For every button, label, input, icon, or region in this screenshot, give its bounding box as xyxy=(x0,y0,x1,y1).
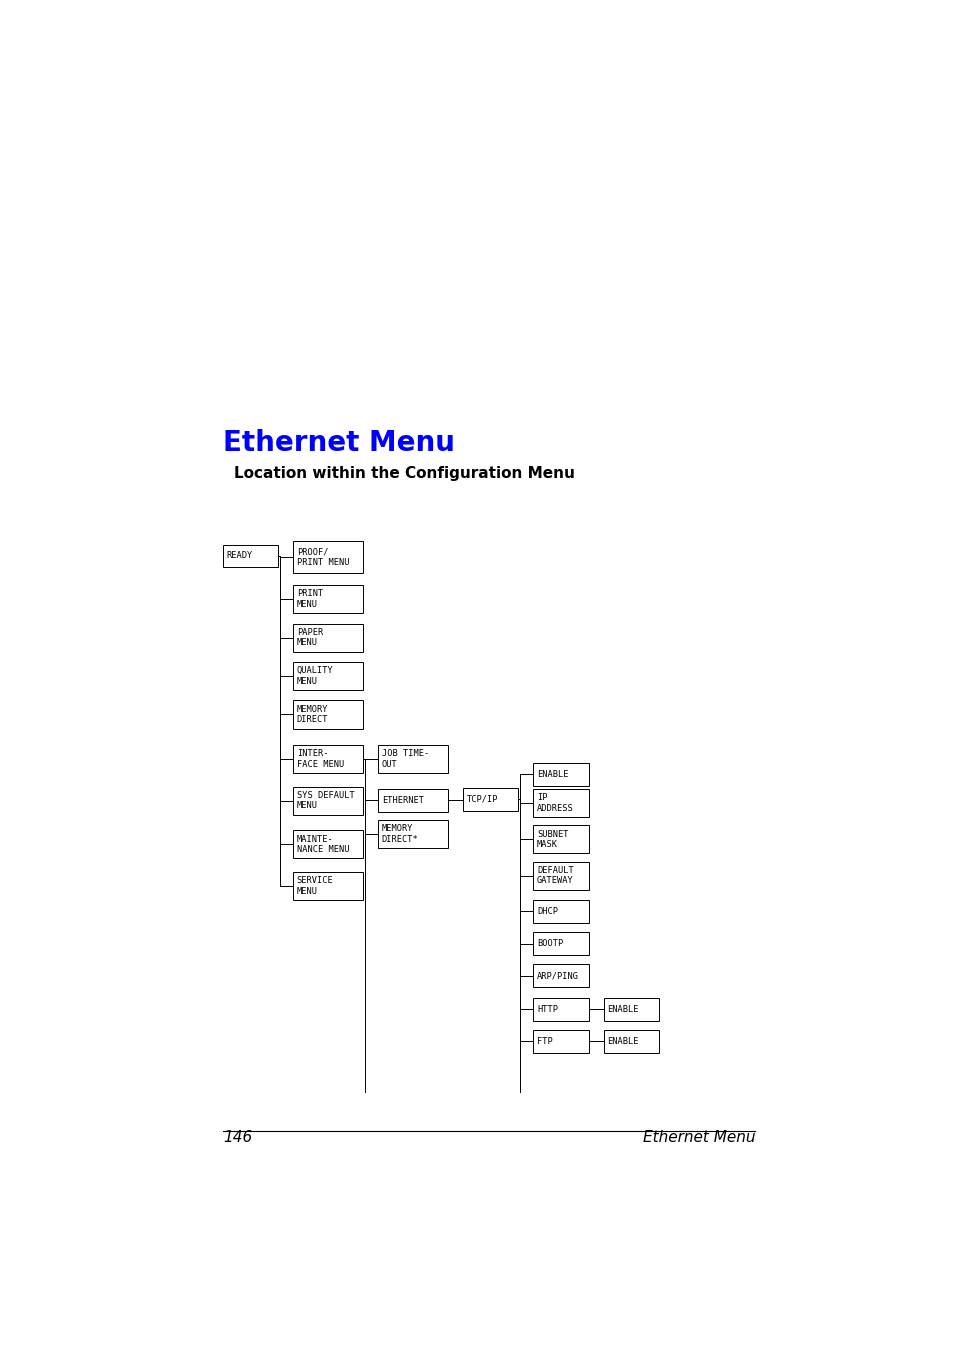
FancyBboxPatch shape xyxy=(533,788,588,817)
FancyBboxPatch shape xyxy=(222,544,278,567)
Text: ETHERNET: ETHERNET xyxy=(381,795,423,805)
FancyBboxPatch shape xyxy=(293,830,363,859)
Text: Ethernet Menu: Ethernet Menu xyxy=(222,429,455,456)
Text: ENABLE: ENABLE xyxy=(606,1004,639,1014)
Text: INTER-
FACE MENU: INTER- FACE MENU xyxy=(296,749,344,770)
Text: DEFAULT
GATEWAY: DEFAULT GATEWAY xyxy=(537,865,573,886)
FancyBboxPatch shape xyxy=(533,1030,588,1053)
Text: MEMORY
DIRECT: MEMORY DIRECT xyxy=(296,705,328,724)
Text: BOOTP: BOOTP xyxy=(537,940,562,948)
FancyBboxPatch shape xyxy=(603,998,659,1021)
FancyBboxPatch shape xyxy=(603,1030,659,1053)
Text: PRINT
MENU: PRINT MENU xyxy=(296,590,323,609)
FancyBboxPatch shape xyxy=(377,788,448,811)
Text: ARP/PING: ARP/PING xyxy=(537,972,578,980)
FancyBboxPatch shape xyxy=(533,763,588,786)
FancyBboxPatch shape xyxy=(533,998,588,1021)
Text: IP
ADDRESS: IP ADDRESS xyxy=(537,794,573,813)
FancyBboxPatch shape xyxy=(293,624,363,652)
FancyBboxPatch shape xyxy=(533,825,588,853)
Text: Location within the Configuration Menu: Location within the Configuration Menu xyxy=(233,466,574,482)
Text: 146: 146 xyxy=(222,1130,252,1145)
Text: DHCP: DHCP xyxy=(537,907,558,917)
FancyBboxPatch shape xyxy=(533,861,588,890)
Text: PROOF/
PRINT MENU: PROOF/ PRINT MENU xyxy=(296,547,349,567)
FancyBboxPatch shape xyxy=(377,745,448,774)
FancyBboxPatch shape xyxy=(293,541,363,572)
Text: Ethernet Menu: Ethernet Menu xyxy=(642,1130,755,1145)
FancyBboxPatch shape xyxy=(293,662,363,690)
Text: TCP/IP: TCP/IP xyxy=(466,795,497,803)
FancyBboxPatch shape xyxy=(377,819,448,848)
FancyBboxPatch shape xyxy=(293,872,363,900)
FancyBboxPatch shape xyxy=(293,745,363,774)
FancyBboxPatch shape xyxy=(293,701,363,729)
Text: SERVICE
MENU: SERVICE MENU xyxy=(296,876,334,895)
Text: JOB TIME-
OUT: JOB TIME- OUT xyxy=(381,749,429,770)
Text: HTTP: HTTP xyxy=(537,1004,558,1014)
Text: SUBNET
MASK: SUBNET MASK xyxy=(537,829,568,849)
FancyBboxPatch shape xyxy=(293,585,363,613)
Text: PAPER
MENU: PAPER MENU xyxy=(296,628,323,647)
Text: MEMORY
DIRECT*: MEMORY DIRECT* xyxy=(381,825,418,844)
FancyBboxPatch shape xyxy=(293,787,363,815)
FancyBboxPatch shape xyxy=(533,933,588,956)
FancyBboxPatch shape xyxy=(462,788,518,810)
Text: SYS DEFAULT
MENU: SYS DEFAULT MENU xyxy=(296,791,355,810)
FancyBboxPatch shape xyxy=(533,900,588,923)
FancyBboxPatch shape xyxy=(533,964,588,987)
Text: READY: READY xyxy=(226,551,253,560)
Text: FTP: FTP xyxy=(537,1037,552,1046)
Text: QUALITY
MENU: QUALITY MENU xyxy=(296,667,334,686)
Text: ENABLE: ENABLE xyxy=(606,1037,639,1046)
Text: ENABLE: ENABLE xyxy=(537,769,568,779)
Text: MAINTE-
NANCE MENU: MAINTE- NANCE MENU xyxy=(296,834,349,855)
